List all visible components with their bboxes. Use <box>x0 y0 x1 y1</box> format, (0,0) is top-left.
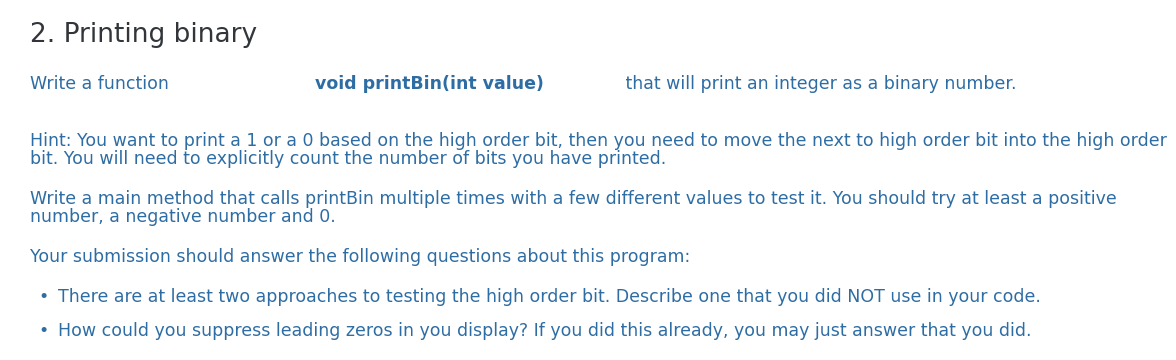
Text: How could you suppress leading zeros in you display? If you did this already, yo: How could you suppress leading zeros in … <box>58 322 1031 340</box>
Text: •: • <box>38 322 48 340</box>
Text: There are at least two approaches to testing the high order bit. Describe one th: There are at least two approaches to tes… <box>58 288 1041 306</box>
Text: •: • <box>38 288 48 306</box>
Text: Write a function: Write a function <box>31 75 174 93</box>
Text: 2. Printing binary: 2. Printing binary <box>31 22 258 48</box>
Text: Hint: You want to print a 1 or a 0 based on the high order bit, then you need to: Hint: You want to print a 1 or a 0 based… <box>31 132 1167 150</box>
Text: void printBin(int value): void printBin(int value) <box>315 75 543 93</box>
Text: bit. You will need to explicitly count the number of bits you have printed.: bit. You will need to explicitly count t… <box>31 150 667 168</box>
Text: number, a negative number and 0.: number, a negative number and 0. <box>31 208 336 226</box>
Text: Your submission should answer the following questions about this program:: Your submission should answer the follow… <box>31 248 690 266</box>
Text: Write a main method that calls printBin multiple times with a few different valu: Write a main method that calls printBin … <box>31 190 1117 208</box>
Text: that will print an integer as a binary number.: that will print an integer as a binary n… <box>620 75 1016 93</box>
